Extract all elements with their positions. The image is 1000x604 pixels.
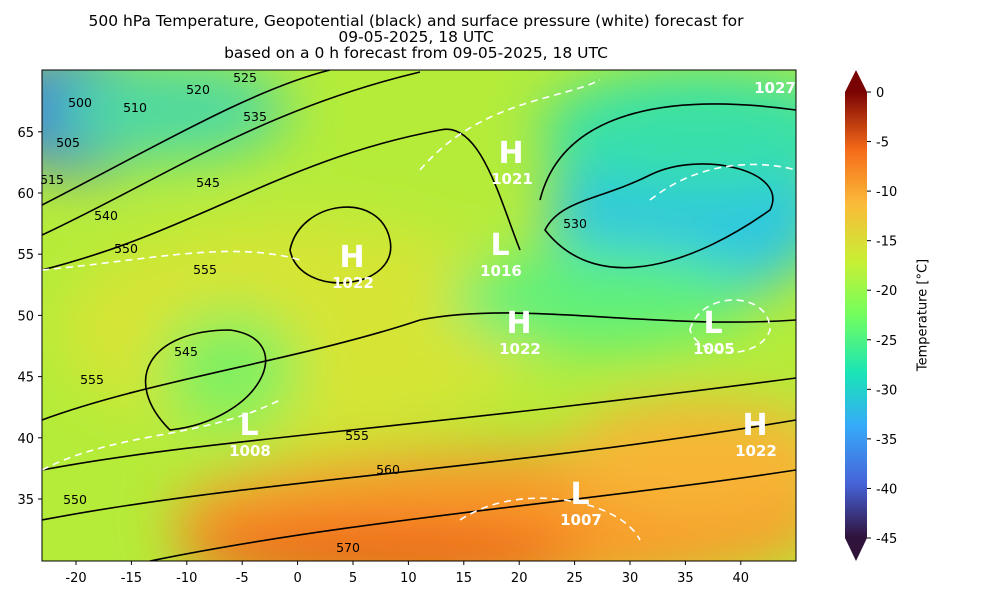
y-tick-label: 55 [17, 248, 34, 263]
pressure-center-value: 1008 [229, 442, 271, 460]
pressure-center-value: 1016 [480, 262, 522, 280]
x-tick-label: 40 [733, 571, 750, 586]
geopotential-label: 535 [243, 109, 267, 124]
pressure-center-symbol: H [742, 408, 767, 443]
colorbar-tick-label: -40 [876, 482, 897, 497]
title-line: 09-05-2025, 18 UTC [338, 28, 493, 46]
geopotential-label: 555 [80, 372, 104, 387]
x-tick-label: 25 [566, 571, 583, 586]
y-tick-label: 35 [17, 493, 34, 508]
y-tick-label: 60 [17, 187, 34, 202]
colorbar-tick-label: -15 [876, 235, 897, 250]
geopotential-label: 555 [345, 428, 369, 443]
colorbar-tick-label: -45 [876, 532, 897, 547]
colorbar-tick-label: -25 [876, 334, 897, 349]
pressure-center-value: 1005 [693, 340, 735, 358]
colorbar-tick-label: -30 [876, 383, 897, 398]
colorbar-tick-label: -10 [876, 185, 897, 200]
colorbar-extend-top [845, 70, 867, 92]
y-tick-label: 40 [17, 432, 34, 447]
geopotential-label: 520 [186, 82, 210, 97]
geopotential-label: 550 [63, 492, 87, 507]
title-line: 500 hPa Temperature, Geopotential (black… [88, 12, 744, 30]
x-tick-label: 0 [293, 571, 301, 586]
geopotential-label: 550 [114, 241, 138, 256]
pressure-center-symbol: L [490, 228, 509, 263]
colorbar-tick-label: -35 [876, 433, 897, 448]
geopotential-label: 540 [94, 208, 118, 223]
colorbar [845, 92, 867, 538]
geopotential-label: 545 [174, 344, 198, 359]
pressure-center-value: 1022 [332, 274, 374, 292]
x-tick-label: 20 [511, 571, 528, 586]
x-tick-label: 35 [677, 571, 694, 586]
geopotential-label: 505 [56, 135, 80, 150]
colorbar-tick-label: -20 [876, 284, 897, 299]
pressure-center-value: 1022 [499, 340, 541, 358]
pressure-edge-label: 1027 [754, 79, 796, 97]
pressure-center-symbol: L [570, 477, 589, 512]
colorbar-tick-label: 0 [876, 86, 884, 101]
x-tick-label: -5 [236, 571, 249, 586]
pressure-center-value: 1021 [491, 170, 533, 188]
colorbar-tick-label: -5 [876, 136, 889, 151]
geopotential-label: 530 [563, 216, 587, 231]
geopotential-label: 510 [123, 100, 147, 115]
x-tick-label: 5 [349, 571, 357, 586]
y-tick-label: 65 [17, 126, 34, 141]
x-tick-label: 10 [400, 571, 417, 586]
x-tick-label: -10 [176, 571, 197, 586]
y-tick-label: 45 [17, 371, 34, 386]
pressure-center-symbol: H [339, 240, 364, 275]
pressure-center-symbol: H [506, 306, 531, 341]
colorbar-label: Temperature [°C] [916, 259, 931, 372]
geopotential-label: 570 [336, 540, 360, 555]
geopotential-label: 525 [233, 70, 257, 85]
x-tick-label: 15 [456, 571, 473, 586]
geopotential-label: 555 [193, 262, 217, 277]
geopotential-label: 560 [376, 462, 400, 477]
geopotential-label: 500 [68, 95, 92, 110]
geopotential-label: 515 [40, 172, 64, 187]
pressure-center-symbol: H [498, 136, 523, 171]
geopotential-label: 545 [196, 175, 220, 190]
pressure-center-symbol: L [703, 306, 722, 341]
pressure-center-symbol: L [239, 408, 258, 443]
x-tick-label: 30 [622, 571, 639, 586]
x-tick-label: -15 [121, 571, 142, 586]
colorbar-extend-bottom [845, 538, 867, 561]
pressure-center-value: 1022 [735, 442, 777, 460]
x-tick-label: -20 [65, 571, 86, 586]
pressure-center-value: 1007 [560, 511, 602, 529]
map-area [42, 70, 796, 561]
y-tick-label: 50 [17, 309, 34, 324]
title-line: based on a 0 h forecast from 09-05-2025,… [224, 44, 608, 62]
